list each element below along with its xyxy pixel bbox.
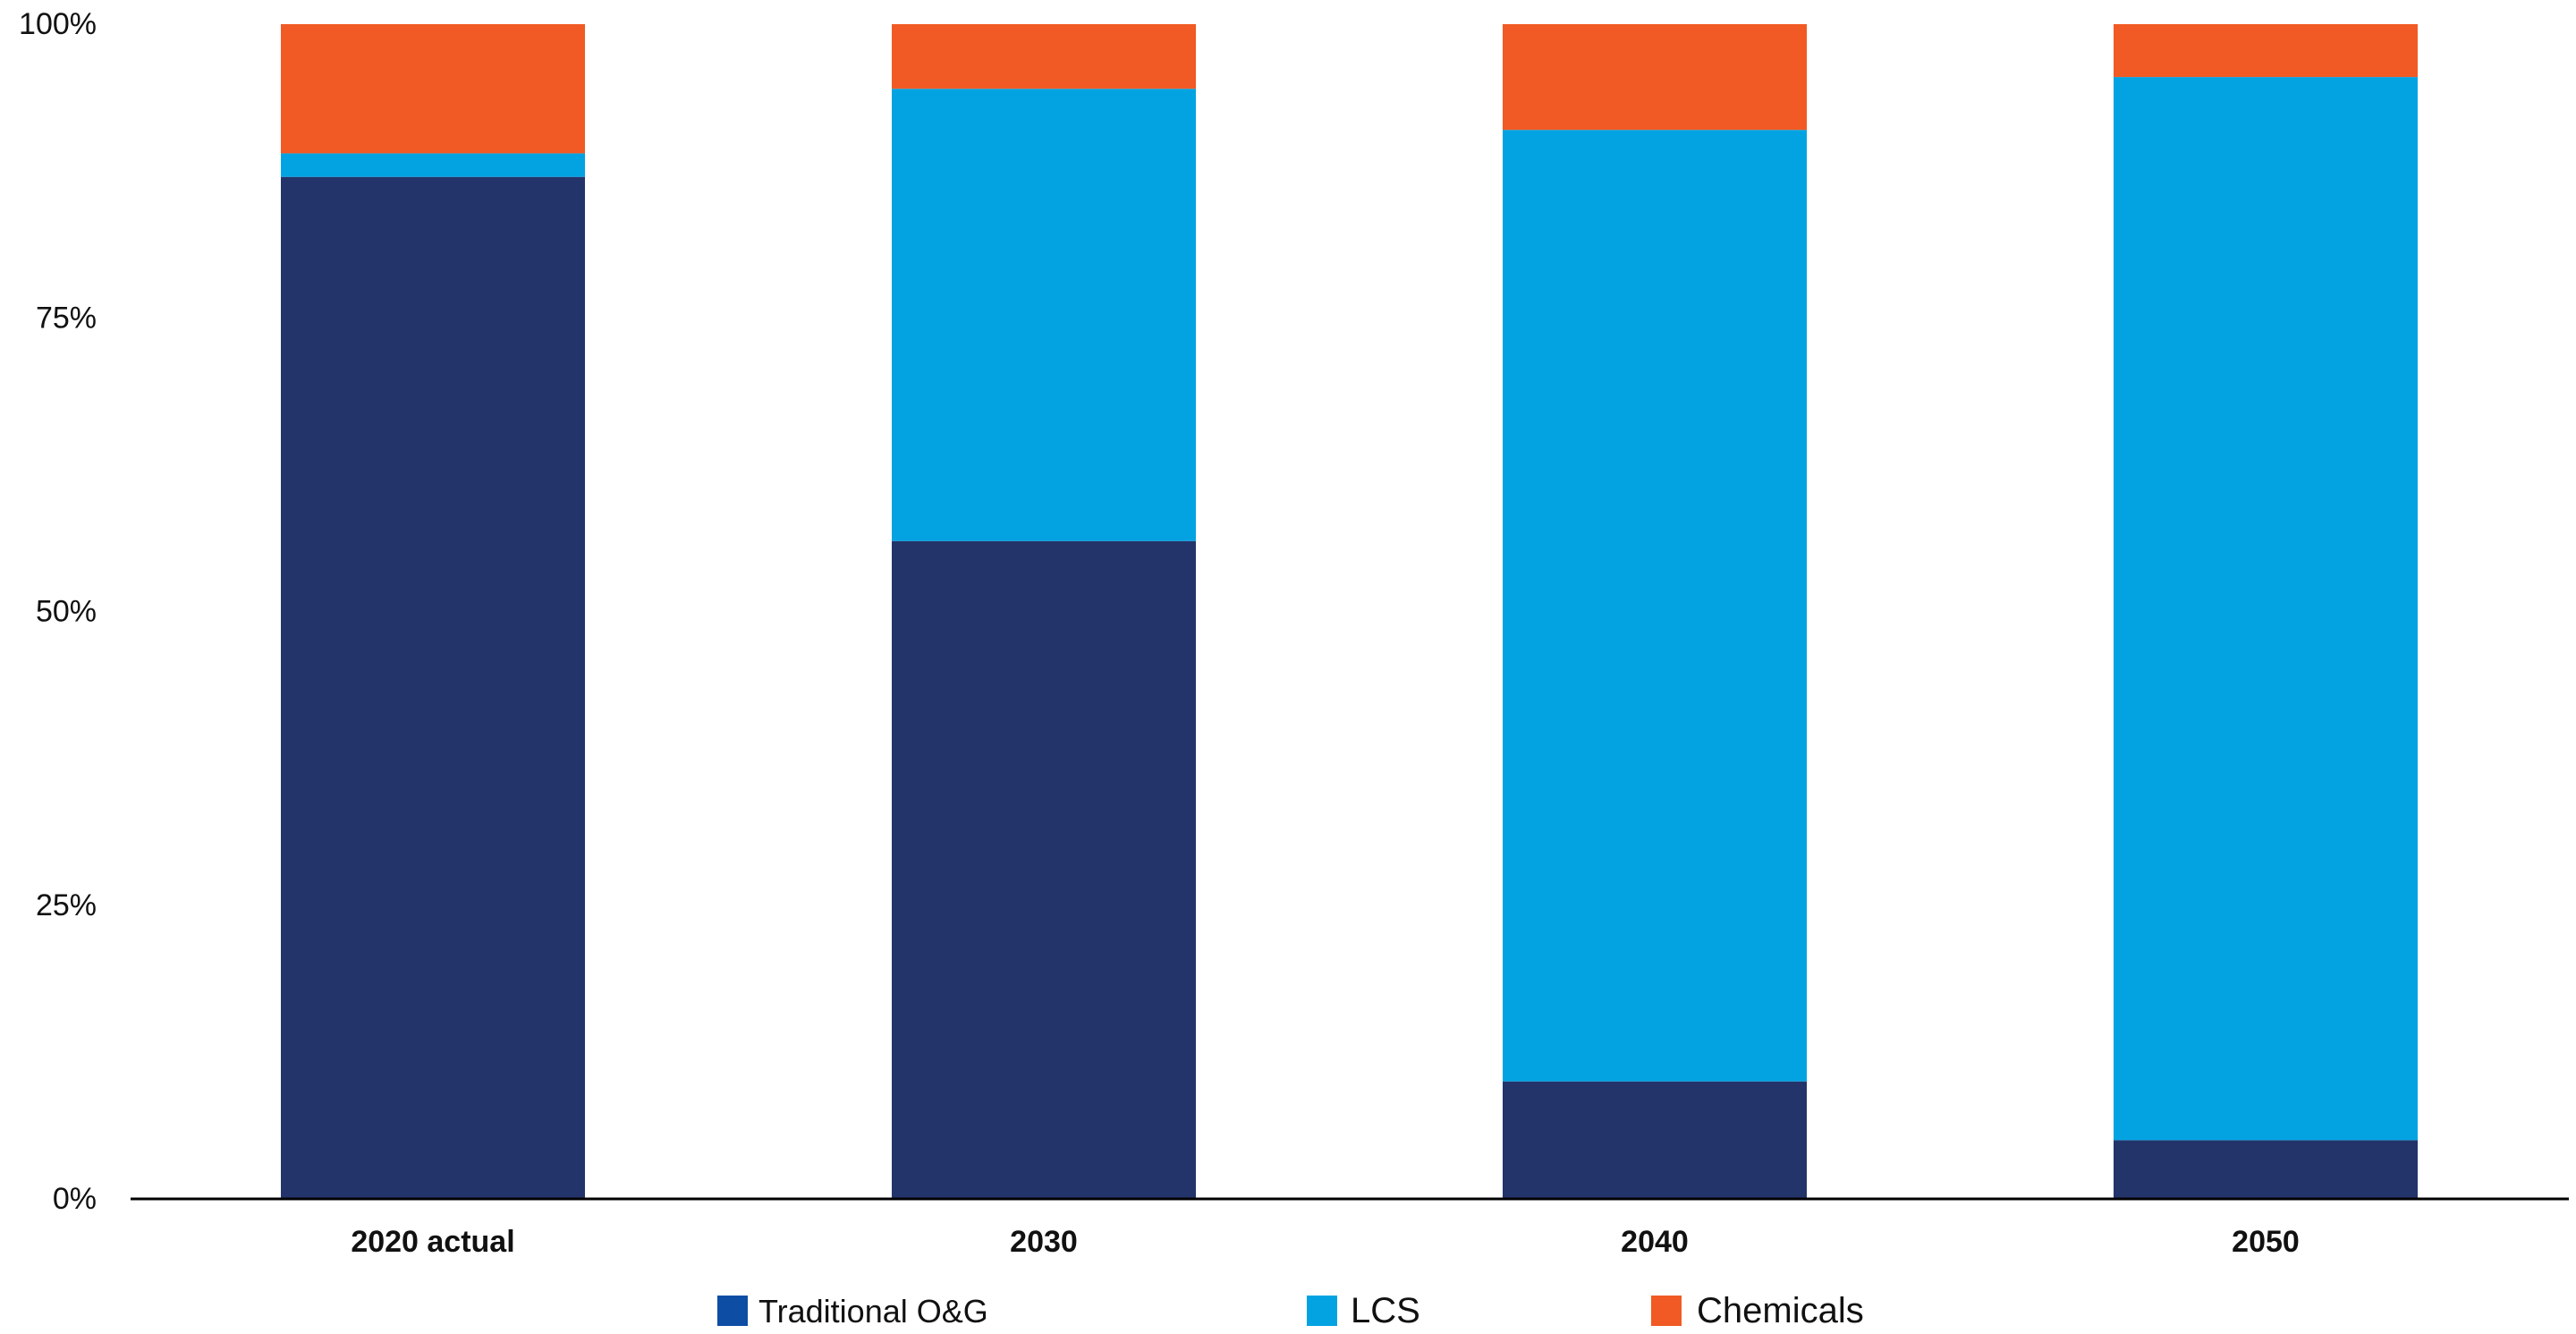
bar-segment: [1503, 130, 1807, 1082]
y-tick-label: 25%: [36, 888, 97, 922]
x-tick-label: 2020 actual: [351, 1225, 514, 1259]
bar-segment: [1503, 1081, 1807, 1199]
legend-swatch: [1307, 1296, 1337, 1326]
legend-label: Traditional O&G: [758, 1293, 988, 1330]
x-tick-label: 2050: [2232, 1225, 2300, 1259]
bars-group: [281, 24, 2418, 1200]
legend-swatch: [717, 1296, 748, 1326]
y-tick-label: 75%: [36, 301, 97, 335]
bar-segment: [281, 24, 585, 154]
bar-segment: [892, 89, 1196, 541]
bar-segment: [2114, 24, 2418, 78]
legend: Traditional O&G LCS Chemicals: [717, 1291, 1864, 1330]
legend-swatch: [1651, 1296, 1682, 1326]
y-tick-label: 50%: [36, 595, 97, 629]
bar-segment: [2114, 1140, 2418, 1199]
legend-label: LCS: [1351, 1291, 1420, 1330]
bar-segment: [281, 153, 585, 177]
bar-segment: [281, 176, 585, 1200]
y-tick-label: 100%: [19, 7, 97, 41]
bar-segment: [2114, 77, 2418, 1141]
x-axis: 2020 actual 2030 2040 2050: [131, 1197, 2569, 1259]
x-tick-label: 2040: [1621, 1225, 1689, 1259]
y-tick-label: 0%: [53, 1182, 97, 1216]
x-tick-label: 2030: [1010, 1225, 1078, 1259]
bar-segment: [892, 540, 1196, 1199]
y-axis: 0% 25% 50% 75% 100%: [19, 7, 97, 1216]
bar-segment: [1503, 24, 1807, 131]
bar-segment: [892, 24, 1196, 89]
legend-label: Chemicals: [1697, 1291, 1864, 1330]
